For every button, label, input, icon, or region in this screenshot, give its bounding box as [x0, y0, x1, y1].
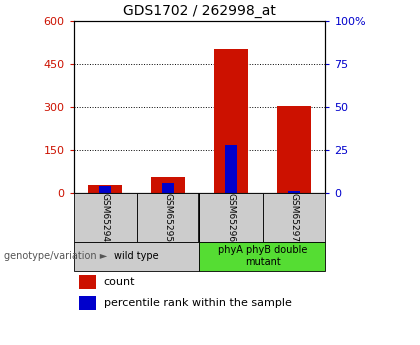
Bar [214, 49, 248, 193]
Bar [88, 185, 122, 193]
FancyBboxPatch shape [262, 193, 326, 242]
Text: genotype/variation ►: genotype/variation ► [4, 251, 108, 261]
FancyBboxPatch shape [74, 193, 136, 242]
Title: GDS1702 / 262998_at: GDS1702 / 262998_at [123, 4, 276, 18]
Bar [151, 177, 185, 193]
FancyBboxPatch shape [136, 193, 200, 242]
Text: GSM65297: GSM65297 [289, 193, 299, 242]
Bar [225, 145, 237, 193]
Bar [277, 106, 311, 193]
Text: count: count [104, 277, 135, 287]
Bar [100, 186, 111, 193]
Text: GSM65296: GSM65296 [226, 193, 236, 242]
Text: GSM65295: GSM65295 [163, 193, 173, 242]
Bar [79, 296, 96, 310]
Bar [162, 183, 174, 193]
Bar [288, 191, 299, 193]
Text: percentile rank within the sample: percentile rank within the sample [104, 298, 291, 308]
FancyBboxPatch shape [74, 241, 200, 271]
Bar [79, 275, 96, 289]
Text: phyA phyB double
mutant: phyA phyB double mutant [218, 245, 307, 267]
Text: wild type: wild type [114, 251, 159, 261]
Text: GSM65294: GSM65294 [100, 193, 110, 242]
FancyBboxPatch shape [200, 241, 326, 271]
FancyBboxPatch shape [200, 193, 262, 242]
